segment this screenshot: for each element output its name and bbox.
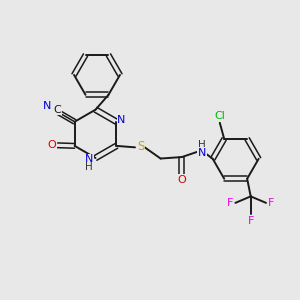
Text: Cl: Cl	[214, 111, 225, 121]
Text: F: F	[268, 199, 274, 208]
Text: N: N	[43, 100, 51, 110]
Text: O: O	[47, 140, 56, 150]
Text: N: N	[85, 154, 93, 164]
Text: S: S	[137, 140, 144, 153]
Text: N: N	[117, 115, 126, 125]
Text: F: F	[248, 215, 254, 226]
Text: C: C	[54, 105, 62, 115]
Text: H: H	[85, 162, 93, 172]
Text: H: H	[198, 140, 206, 150]
Text: O: O	[177, 175, 186, 185]
Text: N: N	[198, 148, 206, 158]
Text: F: F	[227, 199, 233, 208]
